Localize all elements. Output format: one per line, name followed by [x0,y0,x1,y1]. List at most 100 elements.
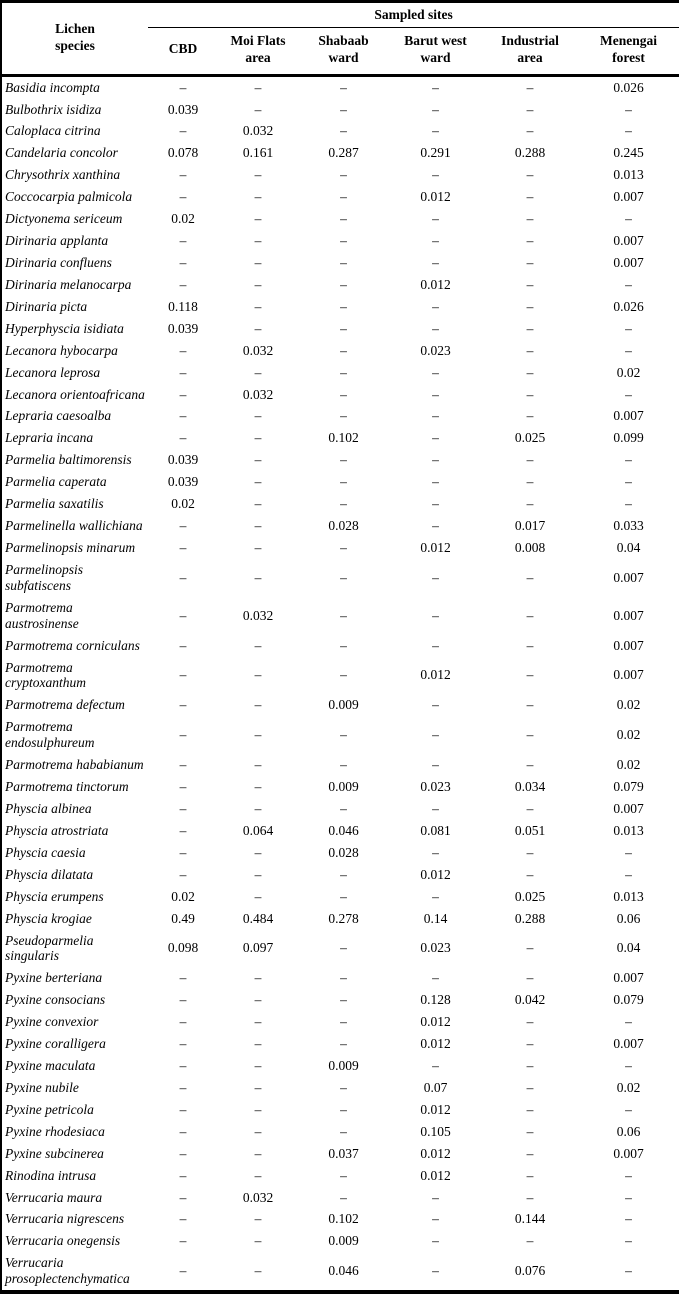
frequency-value: – [526,800,534,816]
frequency-value: – [526,386,534,402]
frequency-value: – [340,667,347,683]
frequency-value: – [526,727,534,743]
frequency-value: 0.034 [514,779,546,795]
frequency-value: 0.025 [514,430,546,446]
frequency-value: – [526,667,534,683]
frequency-value: – [625,1263,632,1279]
frequency-value: – [526,1101,534,1117]
frequency-value: – [526,1079,534,1095]
frequency-value: – [254,211,262,227]
frequency-value: 0.064 [242,822,274,838]
frequency-value: – [179,1123,187,1139]
frequency-value: 0.098 [167,940,199,956]
frequency-value: 0.079 [613,992,644,1008]
frequency-value: – [179,1014,187,1030]
frequency-value: 0.008 [514,539,546,555]
frequency-value: 0.288 [514,145,546,161]
frequency-value: – [526,637,534,653]
frequency-value: 0.484 [242,910,274,926]
frequency-value: 0.007 [613,637,644,653]
frequency-value: – [254,189,262,205]
frequency-value: – [526,408,534,424]
frequency-value: – [254,1014,262,1030]
species-name: Dictyonema sericeum [5,211,123,227]
table-row: Candelaria concolor 0.078 0.161 0.287 0.291 0… [1,142,679,164]
frequency-value: – [526,167,534,183]
frequency-value: – [179,727,187,743]
species-name: Caloplaca citrina [5,123,101,139]
frequency-value: – [254,667,262,683]
frequency-value: – [179,844,187,860]
species-name: Verrucaria maura [5,1189,103,1205]
species-name: Bulbothrix isidiza [5,101,102,117]
frequency-value: – [340,167,347,183]
table-row: Coccocarpia palmicola – – – 0.012 – 0.007 [1,186,679,208]
species-name: Pyxine petricola [5,1101,94,1117]
species-name: Physcia erumpens [5,888,104,904]
frequency-value: – [254,518,262,534]
frequency-value: – [179,1058,187,1074]
frequency-value: – [526,569,534,585]
frequency-value: – [179,1263,187,1279]
frequency-value: – [432,1263,439,1279]
frequency-value: – [340,607,347,623]
frequency-value: – [526,844,534,860]
frequency-value: – [254,1167,262,1183]
frequency-value: – [254,992,262,1008]
frequency-value: – [625,276,632,292]
frequency-value: – [179,866,187,882]
frequency-value: – [254,298,262,314]
frequency-value: – [340,386,347,402]
species-name: Pyxine maculata [5,1058,96,1074]
species-name: Dirinaria applanta [5,233,109,249]
frequency-value: 0.017 [514,518,546,534]
frequency-value: – [526,1058,534,1074]
species-name: Lepraria caesoalba [5,408,112,424]
frequency-value: – [340,970,347,986]
table-row: Pyxine coralligera – – – 0.012 – 0.007 [1,1033,679,1055]
frequency-value: – [625,386,632,402]
species-name: Pseudoparmelia singularis [5,932,94,964]
frequency-value: 0.009 [328,697,359,713]
frequency-value: 0.037 [328,1145,359,1161]
frequency-value: – [254,727,262,743]
frequency-value: – [254,255,262,270]
frequency-value: – [625,452,632,468]
species-name: Physcia dilatata [5,866,94,882]
table-row: Dirinaria melanocarpa – – – 0.012 – – [1,274,679,296]
species-name: Pyxine rhodesiaca [5,1123,105,1139]
frequency-value: – [625,211,632,227]
frequency-value: – [526,496,534,512]
table-row: Hyperphyscia isidiata 0.039 – – – – – [1,318,679,340]
frequency-value: 0.02 [616,757,641,773]
frequency-value: – [254,697,262,713]
table-row: Lecanora orientoafricana – 0.032 – – – – [1,384,679,406]
frequency-value: – [432,496,439,512]
frequency-value: – [625,1233,632,1249]
frequency-value: – [432,757,439,773]
frequency-value: 0.245 [613,145,644,161]
frequency-value: – [625,866,632,882]
table-row: Physcia caesia – – 0.028 – – – [1,842,679,864]
table-row: Dirinaria picta 0.118 – – – – 0.026 [1,296,679,318]
frequency-value: – [526,1233,534,1249]
species-name: Pyxine convexior [5,1014,99,1030]
frequency-value: – [254,167,262,183]
frequency-value: – [432,167,439,183]
frequency-value: 0.007 [613,1145,644,1161]
frequency-value: – [179,757,187,773]
sampled-sites-group-header: Sampled sites [148,1,679,28]
frequency-value: 0.039 [167,101,199,117]
frequency-value: 0.102 [328,1211,359,1227]
frequency-value: – [526,940,534,956]
frequency-value: – [432,101,439,117]
species-name: Dirinaria melanocarpa [5,276,132,292]
frequency-value: – [254,1036,262,1052]
frequency-value: – [432,233,439,249]
frequency-value: 0.012 [420,1145,451,1161]
frequency-value: – [179,1036,187,1052]
frequency-value: – [526,1036,534,1052]
frequency-value: 0.039 [167,320,199,336]
frequency-value: 0.032 [242,342,274,358]
frequency-value: – [179,1189,187,1205]
